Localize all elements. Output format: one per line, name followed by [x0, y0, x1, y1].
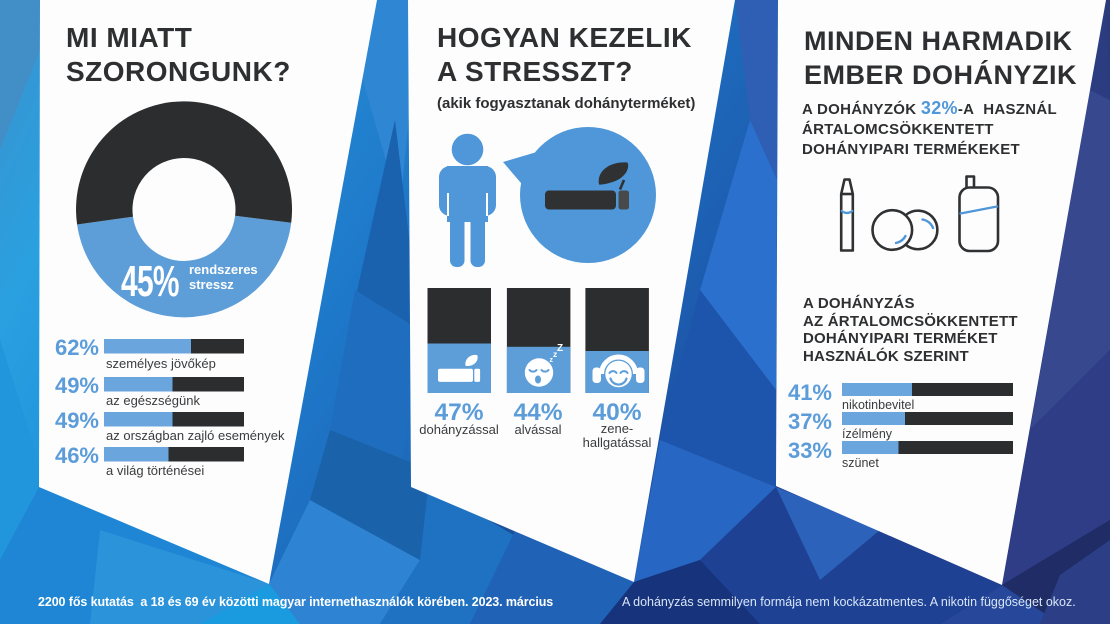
svg-text:Z: Z	[557, 343, 563, 354]
svg-text:z: z	[553, 349, 557, 359]
svg-text:z: z	[550, 357, 554, 364]
